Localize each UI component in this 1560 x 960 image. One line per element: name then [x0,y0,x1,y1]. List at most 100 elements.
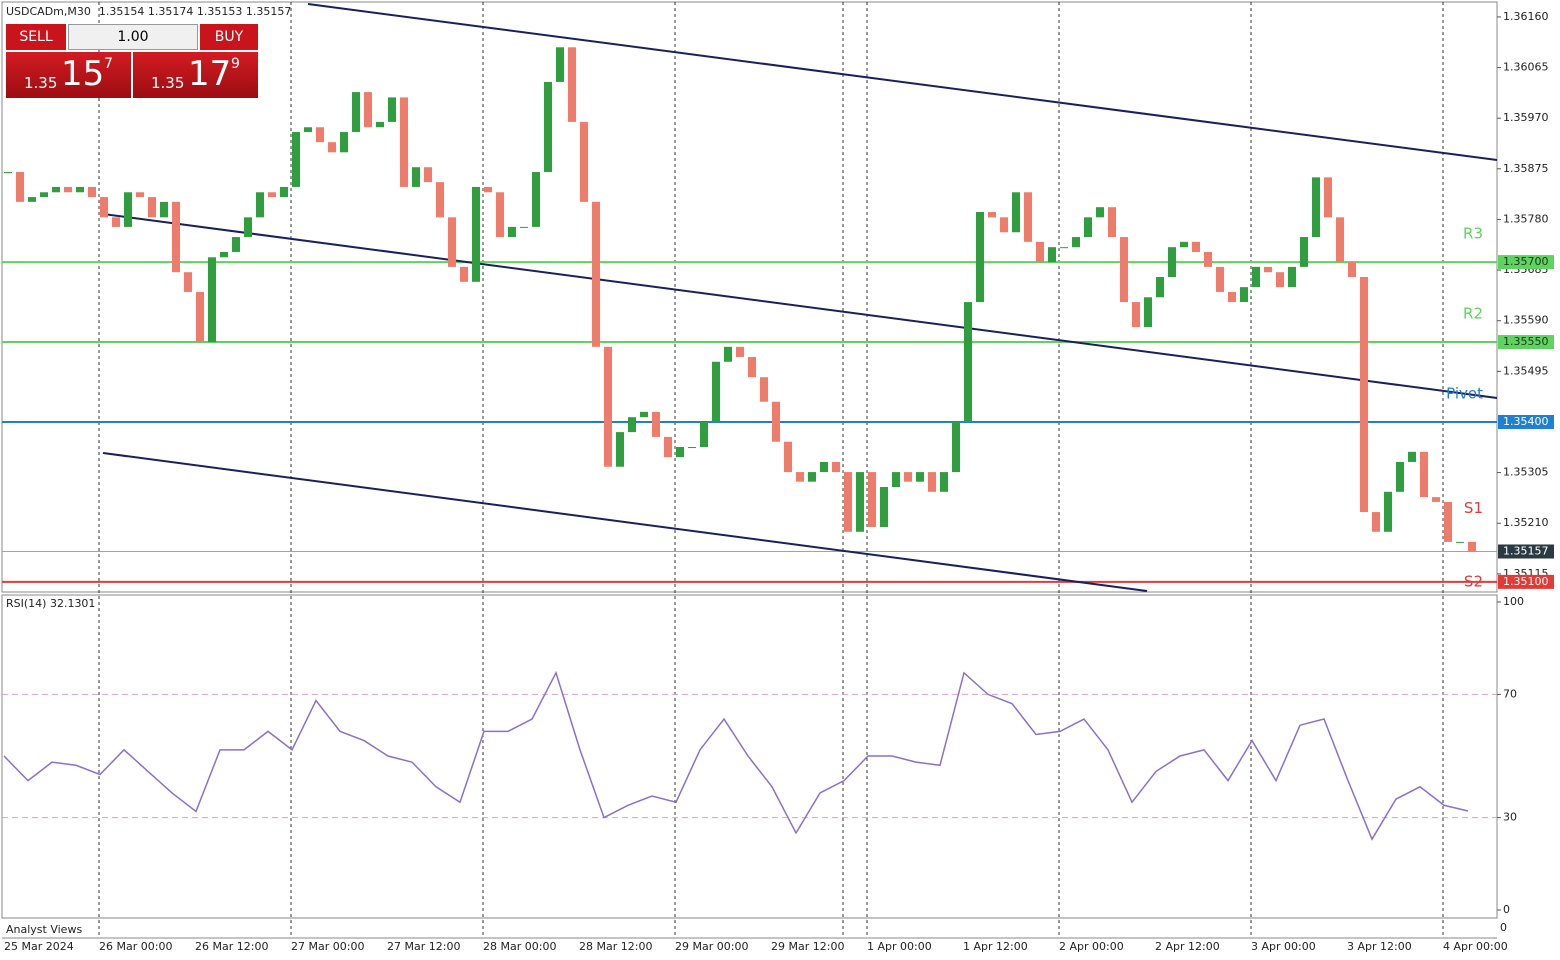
level-name: R3 [1463,225,1483,243]
candle [304,127,312,133]
candle [136,192,144,198]
rsi-y-tick-label: 30 [1503,811,1517,824]
candle [928,472,936,492]
candle [1240,287,1248,303]
candle [964,302,972,422]
candle [1060,247,1068,249]
candle [472,186,480,282]
candle [904,472,912,482]
level-price-label: 1.35550 [1503,335,1549,348]
symbol: USDCADm,M30 [6,5,91,18]
candle [124,192,132,227]
ask-sup: 9 [231,56,240,72]
y-tick-label: 1.35970 [1503,111,1549,124]
candle [352,92,360,133]
candle [160,201,168,218]
candle [436,182,444,218]
candle [1012,192,1020,233]
candle [808,472,816,482]
candle [664,436,672,458]
candle [712,361,720,422]
candle [1396,461,1404,492]
candle [220,251,228,258]
candle [844,472,852,532]
candle [1432,497,1440,502]
candle [1420,451,1428,498]
candle [640,411,648,418]
x-tick-label: 4 Apr 00:00 [1443,940,1508,953]
level-price-box [1498,255,1554,270]
rsi-pane [1,594,1498,919]
sell-button[interactable]: SELL [6,24,66,50]
candle [1228,291,1236,303]
x-tick-label: 1 Apr 12:00 [963,940,1028,953]
candle [520,226,528,228]
candle [448,217,456,267]
candle [184,272,192,292]
candle [112,217,120,227]
candle [376,121,384,128]
volume: 1.00 [117,29,149,45]
candle [544,81,552,173]
candle [64,186,72,193]
candle [1252,266,1260,288]
x-tick-label: 29 Mar 12:00 [771,940,844,953]
rsi-y-tick-label: 70 [1503,687,1517,700]
bid-quote[interactable]: 1.35 15 7 [6,52,131,98]
y-tick-label: 1.35210 [1503,516,1549,529]
candle [1144,297,1152,328]
x-tick-label: 26 Mar 12:00 [195,940,268,953]
ask-quote[interactable]: 1.35 17 9 [133,52,258,98]
candle [556,47,564,82]
bid-sup: 7 [104,56,113,72]
candle [592,201,600,347]
level-name: R2 [1463,305,1483,323]
bid-main: 15 [61,54,105,94]
candle [148,197,156,218]
channel-middle [102,213,1498,399]
candle [1204,251,1212,267]
candle [208,257,216,343]
level-name: S2 [1464,572,1483,590]
candle [1300,237,1308,267]
candle [1336,217,1344,263]
rsi-label: RSI(14) 32.1301 [6,597,95,610]
candle [1276,272,1284,288]
candle [1096,207,1104,218]
candle [700,421,708,448]
candle [580,121,588,202]
x-tick-label: 28 Mar 12:00 [579,940,652,953]
candle [4,172,12,174]
candle [1348,262,1356,278]
candle [1048,247,1056,263]
candle [820,461,828,473]
buy-button[interactable]: BUY [200,24,258,50]
candle [484,186,492,193]
x-tick-label: 27 Mar 12:00 [387,940,460,953]
candle [1108,207,1116,238]
x-tick-label: 26 Mar 00:00 [99,940,172,953]
candle [1288,266,1296,288]
analyst-views[interactable]: Analyst Views [6,923,82,936]
candle [1312,177,1320,238]
x-tick-label: 3 Apr 12:00 [1347,940,1412,953]
candle [832,461,840,473]
candle [1384,491,1392,532]
candle [880,487,888,527]
candle [988,211,996,218]
symbol-header: USDCADm,M30 1.35154 1.35174 1.35153 1.351… [6,5,291,18]
candle [1036,241,1044,263]
candle [856,472,864,532]
candle [868,472,876,527]
candle [256,192,264,218]
candle [340,132,348,153]
channel-upper [307,3,1498,161]
volume-input[interactable]: 1.00 [68,24,198,50]
candle [1456,541,1464,543]
candle [1072,237,1080,248]
y-tick-label: 1.35495 [1503,364,1549,377]
candle [1084,217,1092,238]
candle [1180,241,1188,248]
candle [268,192,276,198]
